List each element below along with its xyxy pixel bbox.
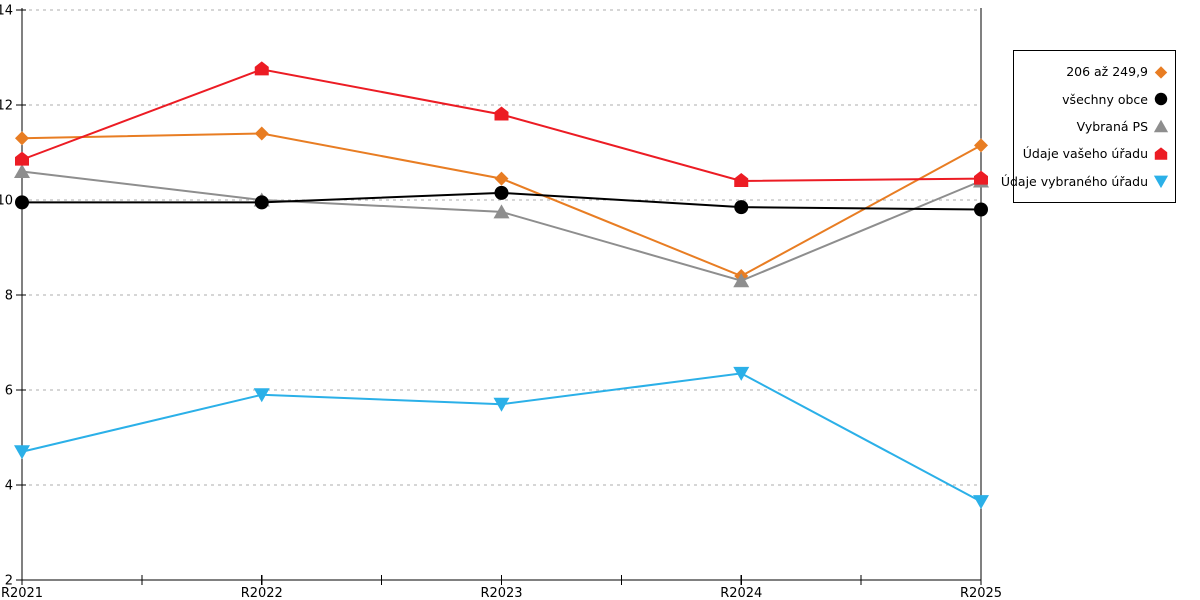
legend-label: Vybraná PS: [1076, 118, 1148, 134]
circle-marker: [15, 195, 29, 210]
y-tick-label: 2: [5, 574, 13, 589]
triangle-down-marker: [733, 366, 750, 381]
triangle-up-marker: [14, 164, 30, 178]
y-tick-label: 10: [0, 194, 13, 209]
y-tick-label: 12: [0, 99, 13, 114]
circle-marker: [494, 185, 509, 200]
pentagon-marker: [254, 61, 269, 76]
triangle-down-marker: [493, 397, 510, 412]
circle-icon: [1154, 92, 1168, 106]
y-tick-label: 14: [0, 4, 13, 19]
y-tick-label: 8: [5, 289, 13, 304]
x-tick-label: R2021: [1, 586, 43, 600]
legend-entry-vybrana-ps: Vybraná PS: [1016, 113, 1169, 139]
pentagon-glyph: [1154, 147, 1168, 160]
triangle-down-icon: [1153, 175, 1169, 189]
y-tick-label: 4: [5, 479, 13, 494]
triangle-up-marker: [493, 204, 510, 219]
series-line-udaje-vybraneho-uradu: [21, 372, 982, 503]
pentagon-marker: [974, 170, 988, 185]
x-tick-label: R2025: [960, 586, 1002, 600]
diamond-glyph: [1154, 65, 1168, 79]
legend-label: Údaje vybraného úřadu: [1000, 173, 1148, 189]
diamond-marker: [254, 126, 269, 141]
circle-marker: [734, 200, 749, 215]
pentagon-icon: [1154, 147, 1168, 160]
pentagon-marker: [494, 106, 509, 121]
legend-label: Údaje vašeho úřadu: [1022, 146, 1148, 162]
circle-marker: [974, 202, 988, 217]
legend-entry-range-206-249: 206 až 249,9: [1016, 59, 1169, 85]
pentagon-marker: [15, 151, 29, 166]
legend-label: všechny obce: [1062, 91, 1148, 107]
triangle-down-glyph: [1153, 175, 1169, 189]
series-line-udaje-vaseho-uradu: [21, 68, 982, 183]
circle-marker: [254, 195, 269, 210]
y-tick-label: 6: [5, 384, 13, 399]
circle-glyph: [1154, 92, 1168, 106]
chart-legend: 206 až 249,9 všechny obce Vybraná PS Údaje …: [1001, 50, 1176, 203]
pentagon-marker: [734, 173, 749, 187]
legend-entry-udaje-vybraneho-uradu: Údaje vybraného úřadu: [1001, 168, 1169, 194]
x-tick-label: R2024: [720, 586, 762, 600]
x-tick-label: R2023: [480, 586, 522, 600]
legend-entry-udaje-vaseho-uradu: Údaje vašeho úřadu: [1016, 141, 1169, 167]
triangle-down-marker: [253, 388, 270, 403]
legend-label: 206 až 249,9: [1066, 64, 1148, 80]
legend-entry-vsechny-obce: všechny obce: [1016, 86, 1169, 112]
x-tick-label: R2022: [241, 586, 283, 600]
diamond-marker: [494, 171, 509, 186]
diamond-icon: [1154, 65, 1168, 79]
triangle-up-icon: [1153, 120, 1169, 133]
triangle-down-marker: [14, 445, 30, 460]
diamond-marker: [974, 138, 988, 153]
triangle-down-marker: [973, 495, 989, 510]
diamond-marker: [15, 131, 29, 146]
triangle-up-marker: [733, 273, 750, 288]
triangle-up-glyph: [1153, 120, 1169, 133]
